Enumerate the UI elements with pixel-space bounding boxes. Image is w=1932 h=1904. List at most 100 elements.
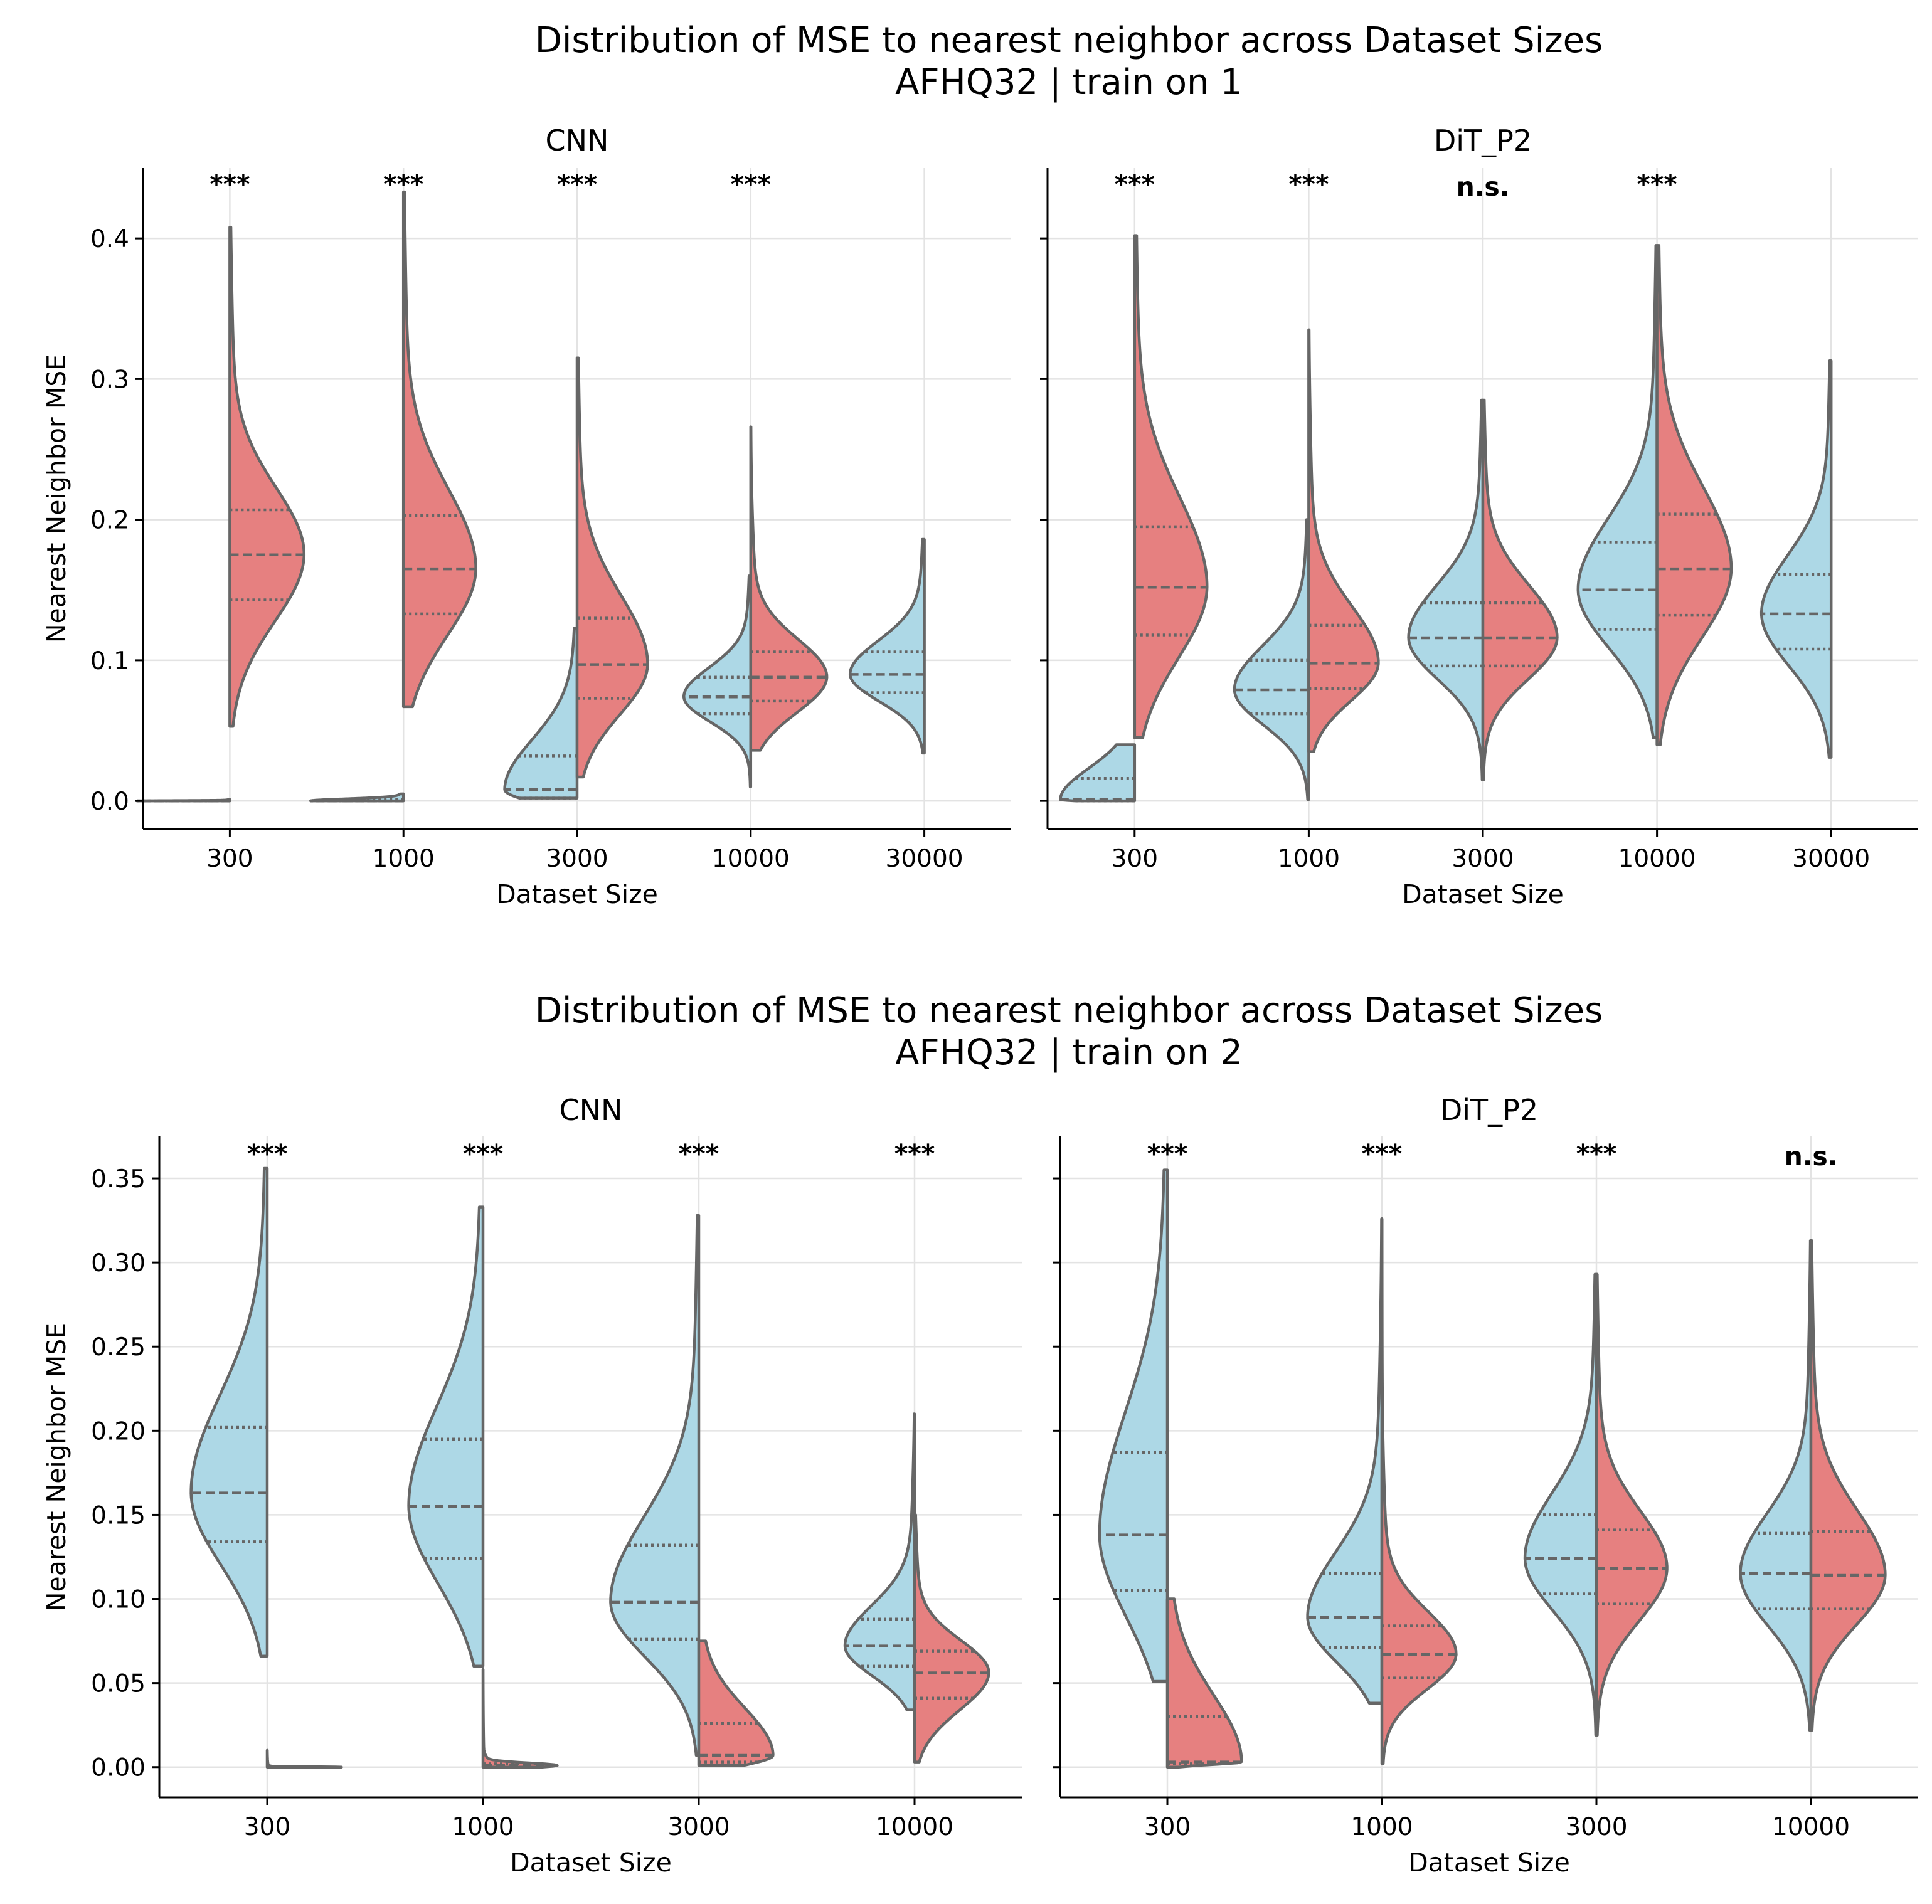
violin-half-right [1307,328,1380,753]
panel-title: CNN [560,1093,623,1127]
violin-3000 [1523,1272,1669,1737]
violin-half-left [503,627,579,800]
violin-half-right [1380,1217,1458,1765]
violin-half-left [609,1214,701,1757]
violin-half-right [1165,1597,1243,1769]
x-tick-label: 10000 [1618,845,1696,873]
panel-train1-dit-p2: *** *** n.s. *** 300 1000 3000 10000 30000 DiT_P2… [1040,124,1918,909]
violin-half-left [1233,518,1310,801]
violin-half-right [481,1668,559,1769]
x-tick-label: 1000 [373,845,435,873]
significance-label: *** [1115,169,1155,199]
violin-10000 [1739,1239,1887,1732]
violin-half-right [1809,1239,1887,1732]
significance-label: *** [679,1139,719,1169]
violin-half-left [1306,1217,1384,1705]
x-tick-label: 10000 [1772,1813,1850,1841]
violin-3000 [503,356,649,800]
y-tick-label: 0.35 [91,1165,146,1193]
violin-half-right [749,425,829,752]
y-axis-label: Nearest Neighbor MSE [41,1323,72,1611]
x-axis-label: Dataset Size [496,879,658,909]
y-tick-label: 0.1 [90,647,129,675]
violin-300 [189,1166,343,1769]
panel-train2-dit-p2: *** *** *** n.s. 300 1000 3000 10000 DiT_P2 Datas… [1053,1093,1918,1878]
x-axis-label: Dataset Size [1408,1848,1570,1878]
significance-label: *** [731,169,771,199]
panel-train2-cnn: *** *** *** *** 0.00 0.05 0.10 0.15 0.20 0.25 0.30… [41,1093,1022,1878]
x-axis-label: Dataset Size [1402,879,1564,909]
violin-half-right [575,356,649,779]
violin-1000 [1306,1217,1458,1765]
x-tick-label: 10000 [712,845,790,873]
x-tick-label: 1000 [1278,845,1340,873]
violin-half-left [1576,244,1659,739]
violin-half-left [1407,398,1485,781]
significance-label: *** [1147,1139,1187,1169]
x-tick-label: 3000 [546,845,608,873]
panel-title: CNN [546,124,609,157]
x-tick-label: 30000 [886,845,963,873]
significance-label: *** [210,169,250,199]
violin-1000 [309,190,477,803]
section-2-title-line1: Distribution of MSE to nearest neighbor … [535,990,1603,1031]
significance-label: *** [1288,169,1329,199]
y-tick-label: 0.25 [91,1333,146,1362]
violin-1000 [1233,328,1380,801]
violin-10000 [682,425,829,788]
violin-half-right [228,225,306,728]
violin-30000 [848,537,926,755]
section-1-title-line1: Distribution of MSE to nearest neighbor … [535,20,1603,61]
violin-half-right [1595,1272,1669,1737]
violin-half-left [1760,359,1833,759]
violin-half-left [1098,1168,1169,1683]
panel-title: DiT_P2 [1440,1093,1538,1127]
x-tick-label: 1000 [1351,1813,1413,1841]
y-tick-label: 0.3 [90,366,129,394]
x-tick-label: 3000 [667,1813,730,1841]
violin-half-left [843,1412,916,1711]
violin-half-left [1523,1272,1598,1737]
x-tick-label: 300 [1112,845,1158,873]
significance-label: *** [1362,1139,1402,1169]
violin-half-right [697,1639,775,1767]
violin-half-right [1655,244,1733,746]
y-tick-label: 0.0 [90,788,129,816]
x-tick-label: 300 [1144,1813,1191,1841]
violin-half-left [848,537,926,755]
violin-300 [135,225,306,803]
x-tick-label: 30000 [1792,845,1870,873]
significance-label: *** [557,169,597,199]
significance-label: n.s. [1785,1141,1838,1171]
x-tick-label: 3000 [1565,1813,1627,1841]
violin-half-left [1739,1239,1813,1732]
y-tick-label: 0.30 [91,1249,146,1277]
violin-half-right [913,1513,990,1764]
y-tick-label: 0.4 [90,225,129,253]
violin-half-right [401,190,477,709]
significance-label: *** [894,1139,935,1169]
panel-train1-cnn: *** *** *** *** 0.0 0.1 0.2 0.3 0.4 300 1000 3000 10… [41,124,1011,909]
section-1-title-line2: AFHQ32 | train on 1 [895,62,1243,103]
violin-1000 [407,1205,559,1769]
section-2-title-line2: AFHQ32 | train on 2 [895,1032,1243,1073]
violin-half-right [1481,398,1559,781]
y-tick-label: 0.05 [91,1670,146,1698]
violin-10000 [1576,244,1733,746]
violin-300 [1098,1168,1243,1769]
y-axis-label: Nearest Neighbor MSE [41,354,72,643]
y-tick-label: 0.15 [91,1501,146,1530]
y-tick-label: 0.00 [91,1754,146,1782]
y-tick-label: 0.10 [91,1586,146,1614]
violin-3000 [1407,398,1559,781]
significance-label: *** [1637,169,1677,199]
x-tick-label: 10000 [876,1813,953,1841]
significance-label: *** [1576,1139,1616,1169]
x-tick-label: 300 [206,845,253,873]
violin-10000 [843,1412,990,1764]
violin-half-right [1133,234,1209,739]
significance-label: *** [463,1139,503,1169]
violin-half-left [407,1205,485,1668]
violin-half-left [189,1166,269,1658]
panel-title: DiT_P2 [1434,124,1532,157]
